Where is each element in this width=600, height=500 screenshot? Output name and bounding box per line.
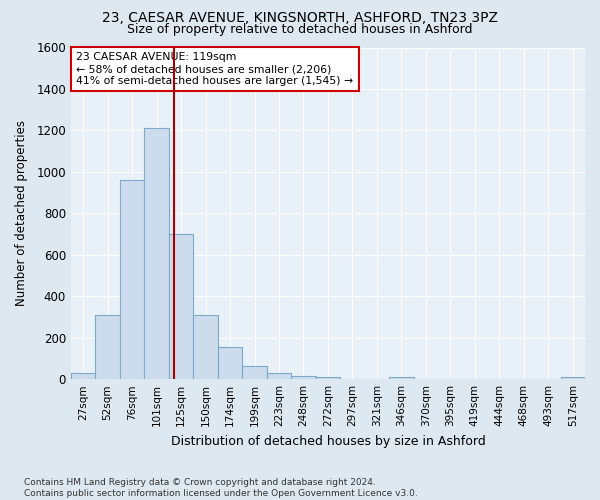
Text: Contains HM Land Registry data © Crown copyright and database right 2024.
Contai: Contains HM Land Registry data © Crown c…: [24, 478, 418, 498]
X-axis label: Distribution of detached houses by size in Ashford: Distribution of detached houses by size …: [170, 434, 485, 448]
Bar: [95, 315, 120, 379]
Bar: [242, 366, 267, 379]
Bar: [193, 315, 218, 379]
Text: Size of property relative to detached houses in Ashford: Size of property relative to detached ho…: [127, 22, 473, 36]
Bar: [291, 376, 316, 379]
Bar: [145, 128, 169, 379]
Bar: [218, 347, 242, 379]
Text: 23, CAESAR AVENUE, KINGSNORTH, ASHFORD, TN23 3PZ: 23, CAESAR AVENUE, KINGSNORTH, ASHFORD, …: [102, 11, 498, 25]
Bar: [120, 180, 145, 379]
Bar: [169, 234, 193, 379]
Bar: [267, 373, 291, 379]
Text: 23 CAESAR AVENUE: 119sqm
← 58% of detached houses are smaller (2,206)
41% of sem: 23 CAESAR AVENUE: 119sqm ← 58% of detach…: [76, 52, 353, 86]
Bar: [560, 377, 585, 379]
Bar: [389, 377, 413, 379]
Y-axis label: Number of detached properties: Number of detached properties: [15, 120, 28, 306]
Bar: [316, 377, 340, 379]
Bar: [71, 373, 95, 379]
